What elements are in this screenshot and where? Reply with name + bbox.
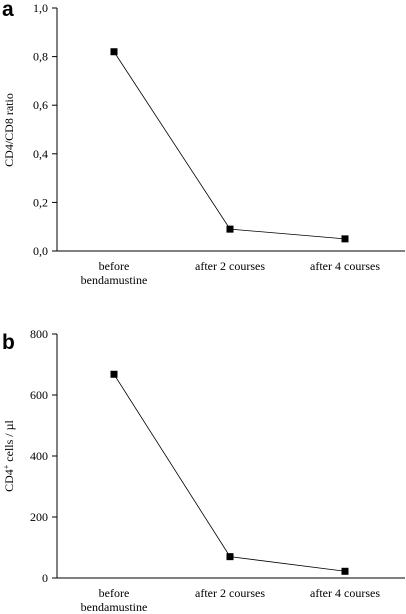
panel-b-label: b: [2, 331, 15, 354]
panel-a-y-tick-label: 0,0: [33, 244, 48, 258]
panel-b-series: [110, 370, 349, 575]
panel-b-y-tick-label: 200: [30, 510, 48, 524]
panel-b-y-tick-label: 600: [30, 388, 48, 402]
panel-a-series-line: [113, 51, 346, 240]
panel-a-data-point: [341, 235, 349, 243]
panel-b-category-label: after 2 courses: [195, 586, 265, 600]
panel-b-y-tick-label: 400: [30, 449, 48, 463]
panel-b-y-axis-title-superscript: +: [2, 464, 11, 469]
panel-b-series-line: [113, 374, 346, 572]
panel-b-data-point: [341, 567, 349, 575]
panel-a-y-tick-label: 1,0: [33, 1, 48, 15]
panel-a: a CD4/CD8 ratio 0,0 0,2 0,4 0,6 0,8 1,0 befor…: [2, 0, 405, 287]
panel-b-category-label: after 4 courses: [310, 586, 380, 600]
panel-a-y-tick-label: 0,2: [33, 195, 48, 209]
panel-b-y-axis-title: CD4+ cells / µl: [2, 419, 17, 491]
panel-a-series: [110, 48, 349, 243]
panel-b-y-axis-title-part1: CD4: [2, 469, 16, 492]
panel-a-data-point: [226, 225, 234, 233]
panel-b-y-tick-label: 0: [42, 571, 48, 585]
panel-a-category-label: after 2 courses: [195, 259, 265, 273]
panel-b: b CD4+ cells / µl 0 200 400 600 800 before be…: [2, 327, 405, 614]
panel-a-category-labels: before bendamustine after 2 courses after 4…: [81, 259, 381, 287]
panel-b-category-labels: before bendamustine after 2 courses after 4…: [81, 586, 381, 614]
panel-a-category-label: after 4 courses: [310, 259, 380, 273]
panel-a-y-ticks: 0,0 0,2 0,4 0,6 0,8 1,0: [33, 1, 57, 258]
panel-a-y-tick-label: 0,4: [33, 147, 48, 161]
panel-a-label: a: [2, 0, 14, 21]
panel-a-y-tick-label: 0,6: [33, 98, 48, 112]
panel-a-category-label: before bendamustine: [81, 259, 148, 287]
panel-b-category-label: before bendamustine: [81, 586, 148, 614]
panel-b-y-tick-label: 800: [30, 327, 48, 341]
panel-a-y-tick-label: 0,8: [33, 50, 48, 64]
panel-a-y-axis-title: CD4/CD8 ratio: [2, 93, 16, 167]
panel-b-y-axis-title-part2: cells / µl: [2, 419, 16, 464]
panel-b-data-point: [226, 553, 234, 561]
panel-a-data-point: [110, 48, 118, 56]
panel-b-y-ticks: 0 200 400 600 800: [30, 327, 57, 585]
panel-b-data-point: [110, 370, 118, 378]
